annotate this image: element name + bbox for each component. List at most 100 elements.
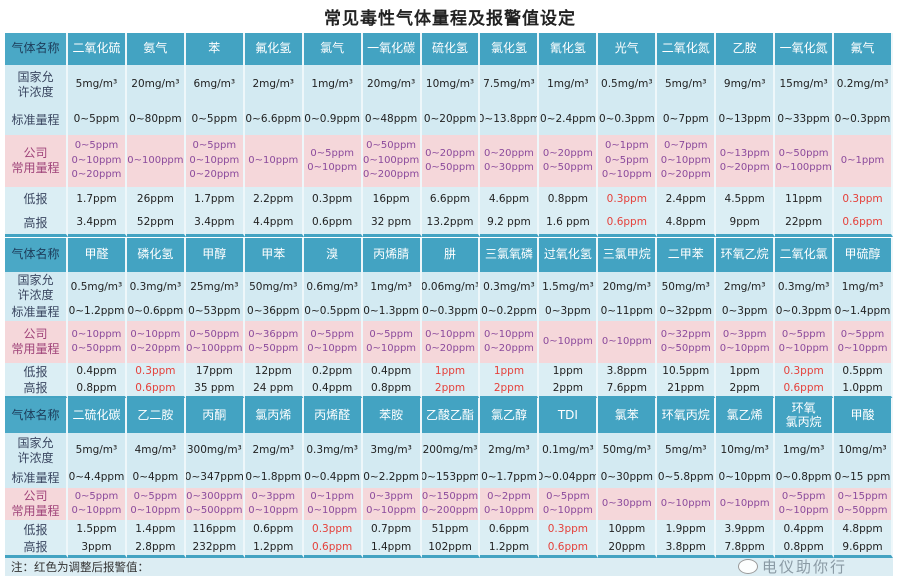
cell-low: 1ppm [480,363,540,381]
company-range: 0~1ppm [840,154,885,166]
cell-allowed: 20mg/m³ [362,65,422,105]
company-range: 0~20ppm [484,147,534,159]
cell-high: 1.4ppm [362,540,422,558]
company-range: 0~10ppm [719,343,770,354]
cell-company: 0~2ppm 0~10ppm [480,488,540,520]
cell-high: 0.6ppm [303,212,363,237]
watermark: 电仪助你行 [762,558,848,576]
cell-company: 0~20ppm 0~30ppm [480,135,540,187]
cell-allowed: 3mg/m³ [362,433,422,468]
cell-standard: 0~0.5ppm [303,303,363,321]
cell-standard: 0~13ppm [716,105,776,135]
cell-low: 26ppm [126,187,186,212]
cell-standard: 0~11ppm [598,303,658,321]
cell-standard: 0~15 ppm [834,468,893,488]
company-range: 0~10ppm [248,505,299,516]
company-range: 0~20ppm [425,147,475,159]
company-range: 0~20ppm [719,162,770,173]
cell-allowed: 0.6mg/m³ [303,272,363,303]
company-range: 0~5ppm [605,154,649,166]
company-range: 0~3ppm [251,490,296,502]
company-range: 0~200ppm [421,505,479,516]
company-range: 0~10ppm [130,505,181,516]
row-label-low: 低报 [5,363,68,381]
company-range: 0~10ppm [542,335,593,347]
company-range: 0~10ppm [71,328,122,340]
company-range: 0~10ppm [189,154,240,166]
cell-company: 0~10ppm 0~50ppm [68,321,127,363]
cell-high: 0.6ppm [303,540,363,558]
cell-standard: 0~3ppm [539,303,599,321]
cell-standard: 0~32ppm [657,303,717,321]
cell-allowed: 1mg/m³ [775,433,835,468]
company-range: 0~10ppm [425,328,475,340]
cell-standard: 0~1.2ppm [68,303,127,321]
cell-standard: 0~0.9ppm [303,105,363,135]
cell-company: 0~5ppm 0~10ppm 0~20ppm [68,135,127,187]
cell-allowed: 25mg/m³ [185,272,245,303]
cell-company: 0~10ppm [716,488,776,520]
cell-standard: 0~30ppm [598,468,658,488]
cell-high: 0.8ppm [68,381,127,399]
cell-company: 0~5ppm 0~10ppm [775,321,835,363]
cell-company: 0~3ppm 0~10ppm [362,488,422,520]
gas-name-header: 氯乙醇 [480,398,540,433]
company-range: 0~10ppm [778,505,829,516]
company-range: 0~10ppm [130,328,181,340]
company-range: 0~10ppm [660,497,711,509]
gas-name-header: 苯 [185,33,245,65]
company-range: 0~10ppm [837,343,888,354]
gas-name-header: 硫化氢 [421,33,481,65]
company-range: 0~5ppm [369,328,413,340]
company-range: 0~30ppm [601,497,652,509]
cell-company: 0~100ppm [126,135,186,187]
row-label-allowed: 国家允 许浓度 [5,65,68,105]
company-range: 0~50ppm [189,328,240,340]
cell-company: 0~3ppm 0~10ppm [716,321,776,363]
company-range: 0~20ppm [189,169,240,181]
cell-low: 0.3ppm [303,520,363,540]
cell-allowed: 0.3mg/m³ [480,272,540,303]
cell-low: 11ppm [775,187,835,212]
cell-high: 102ppm [421,540,481,558]
cell-low: 0.6ppm [244,520,304,540]
cell-allowed: 1mg/m³ [303,65,363,105]
cell-allowed: 1mg/m³ [362,272,422,303]
gas-name-header: 二氧化硫 [68,33,127,65]
row-label-allowed: 国家允 许浓度 [5,433,68,468]
cell-company: 0~300ppm 0~500ppm [185,488,245,520]
company-range: 0~20ppm [484,343,534,354]
gas-name-header: 氰化氢 [539,33,599,65]
cell-allowed: 300mg/m³ [185,433,245,468]
cell-company: 0~32ppm 0~50ppm [657,321,717,363]
company-range: 0~100ppm [362,154,420,166]
cell-allowed: 5mg/m³ [657,433,717,468]
row-label-high: 高报 [5,381,68,399]
cell-allowed: 0.3mg/m³ [775,272,835,303]
cell-low: 0.5ppm [834,363,893,381]
cell-allowed: 7.5mg/m³ [480,65,540,105]
cell-high: 232ppm [185,540,245,558]
cell-low: 2.2ppm [244,187,304,212]
cell-allowed: 2mg/m³ [244,65,304,105]
gas-name-header: 氯化氢 [480,33,540,65]
company-range: 0~3ppm [722,328,767,340]
cell-high: 0.6ppm [539,540,599,558]
cell-allowed: 1mg/m³ [834,272,893,303]
gas-name-header: 环氧乙烷 [716,238,776,272]
cell-allowed: 5mg/m³ [657,65,717,105]
row-label-standard: 标准量程 [5,468,68,488]
company-range: 0~10ppm [307,162,358,173]
gas-name-header: 氯乙烯 [716,398,776,433]
footnote: 注：红色为调整后报警值： [5,558,893,576]
row-label-high: 高报 [5,540,68,558]
cell-high: 20ppm [598,540,658,558]
gas-name-header: 苯胺 [362,398,422,433]
cell-allowed: 1mg/m³ [539,65,599,105]
cell-low: 6.6ppm [421,187,481,212]
cell-low: 16ppm [362,187,422,212]
row-label-low: 低报 [5,520,68,540]
cell-allowed: 9mg/m³ [716,65,776,105]
company-range: 0~5ppm [840,328,885,340]
cell-standard: 0~5ppm [185,105,245,135]
